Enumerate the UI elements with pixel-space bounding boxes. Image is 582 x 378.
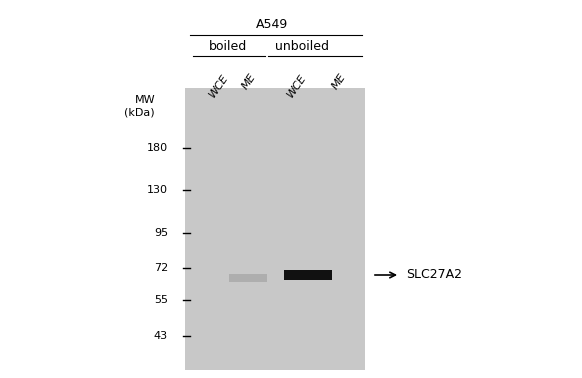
Bar <box>229 274 267 282</box>
Text: 180: 180 <box>147 143 168 153</box>
Text: 43: 43 <box>154 331 168 341</box>
Text: 72: 72 <box>154 263 168 273</box>
Bar <box>284 270 332 280</box>
Text: ME: ME <box>330 72 347 91</box>
Bar <box>185 88 365 370</box>
Text: WCE: WCE <box>285 72 308 99</box>
Text: unboiled: unboiled <box>275 40 329 53</box>
Text: boiled: boiled <box>209 40 247 53</box>
Text: 95: 95 <box>154 228 168 238</box>
Text: ME: ME <box>240 72 258 91</box>
Text: SLC27A2: SLC27A2 <box>406 268 462 282</box>
Text: WCE: WCE <box>207 72 230 99</box>
Text: 130: 130 <box>147 185 168 195</box>
Text: A549: A549 <box>256 18 288 31</box>
Text: MW
(kDa): MW (kDa) <box>125 95 155 118</box>
Text: 55: 55 <box>154 295 168 305</box>
